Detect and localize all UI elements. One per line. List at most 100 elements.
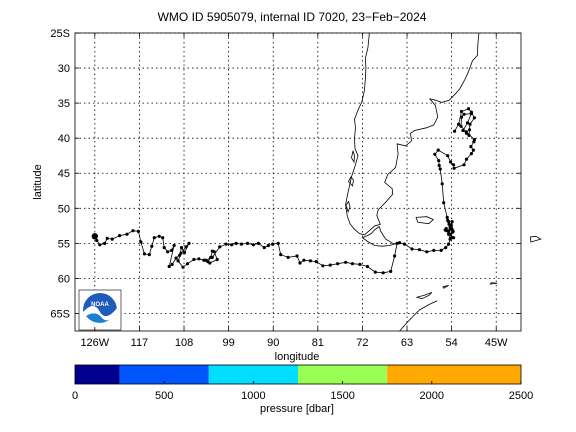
track-point	[358, 262, 362, 266]
track-point	[452, 163, 456, 167]
track-point	[410, 247, 414, 251]
track-point	[150, 244, 154, 248]
x-axis-ticks: 126W 117 108 99 90 81 72 63 54 45W	[80, 33, 508, 349]
y-tick-label: 55	[58, 238, 70, 250]
track-point	[450, 220, 454, 224]
track-point	[436, 148, 440, 152]
plot-background	[75, 33, 521, 331]
track-point	[438, 167, 442, 171]
y-tick-label: 25S	[50, 28, 70, 40]
track-point	[464, 157, 469, 161]
chart-title: WMO ID 5905079, internal ID 7020, 23−Feb…	[158, 10, 427, 24]
x-tick-label: 81	[312, 337, 324, 349]
track-point	[170, 248, 174, 252]
colorbar-segment	[208, 365, 298, 384]
y-tick-label: 35	[58, 98, 70, 110]
track-point	[215, 257, 219, 262]
colorbar-segment	[119, 365, 209, 384]
track-point	[328, 263, 332, 267]
track-point	[425, 250, 429, 254]
track-point	[187, 241, 191, 245]
track-point	[344, 260, 348, 264]
track-point	[308, 259, 312, 263]
track-point	[437, 163, 441, 168]
coastline-segment	[489, 282, 498, 285]
colorbar-segment	[387, 365, 521, 384]
track-point	[449, 160, 453, 164]
track-point	[321, 264, 325, 268]
track-point	[185, 262, 190, 266]
track-point	[472, 116, 476, 120]
coastline-segment	[529, 235, 542, 243]
track-point	[471, 148, 475, 152]
track-point	[465, 121, 470, 125]
track-point	[298, 261, 302, 265]
track-point	[179, 246, 184, 250]
grid	[75, 32, 521, 331]
track-point	[365, 264, 369, 269]
track-point	[389, 269, 393, 273]
track-point	[234, 241, 238, 245]
plot-area: NOAA 126W 117 108 99 90 81 72 63 54 45W 25S 30 35 40…	[50, 28, 542, 349]
x-axis-label: longitude	[275, 351, 320, 363]
track-point	[336, 262, 340, 266]
colorbar-tick-label: 0	[72, 390, 78, 402]
track-point	[350, 262, 355, 266]
track-point	[472, 138, 476, 142]
track-point	[381, 271, 385, 275]
track-point	[251, 243, 255, 247]
track-point	[157, 234, 161, 238]
track-point	[239, 242, 244, 246]
coastline-segment	[345, 32, 480, 236]
track-point	[445, 215, 449, 219]
track-point	[432, 248, 436, 252]
y-tick-label: 65S	[50, 308, 70, 320]
track-point	[176, 259, 180, 263]
track-point	[398, 241, 402, 245]
x-tick-label: 63	[401, 337, 413, 349]
track-point	[262, 246, 266, 250]
y-axis-ticks: 25S 30 35 40 45 50 55 60 65S	[50, 28, 521, 320]
track-point	[393, 254, 397, 258]
track-point	[95, 238, 99, 243]
track-point	[447, 242, 451, 246]
track-point	[182, 250, 187, 255]
track-point	[446, 154, 450, 158]
track-point	[139, 240, 143, 244]
track-point	[302, 258, 306, 262]
coastline-segment	[348, 176, 354, 187]
colorbar-label: pressure [dbar]	[260, 403, 334, 415]
colorbar: 0 500 1000 1500 2000 2500	[72, 364, 533, 402]
track-point	[453, 129, 457, 133]
x-tick-label: 45W	[485, 337, 508, 349]
track-point	[462, 163, 466, 167]
track-start-point	[91, 233, 99, 240]
track-point	[314, 260, 318, 264]
track-point	[395, 241, 399, 245]
x-tick-label: 126W	[80, 337, 109, 349]
track-point	[467, 133, 471, 137]
track-point	[437, 159, 441, 163]
track-point	[245, 241, 250, 245]
logo-lower-wave	[86, 313, 114, 323]
track-point	[459, 115, 464, 119]
track-point	[208, 261, 212, 265]
track-point	[230, 243, 234, 247]
track-point	[444, 246, 448, 250]
track-point	[417, 248, 421, 252]
track-point	[170, 262, 174, 266]
track-point	[444, 227, 448, 231]
track-point	[181, 265, 185, 269]
track-point	[271, 242, 275, 246]
track-point	[469, 152, 473, 156]
colorbar-segment	[75, 365, 120, 384]
track-point	[433, 152, 437, 156]
track-point	[184, 245, 188, 249]
y-tick-label: 50	[58, 203, 70, 215]
coastline-segment	[442, 285, 449, 289]
track-point	[279, 253, 283, 257]
track-point	[459, 124, 463, 128]
track-point	[212, 250, 216, 254]
coastline-segment	[361, 226, 396, 247]
